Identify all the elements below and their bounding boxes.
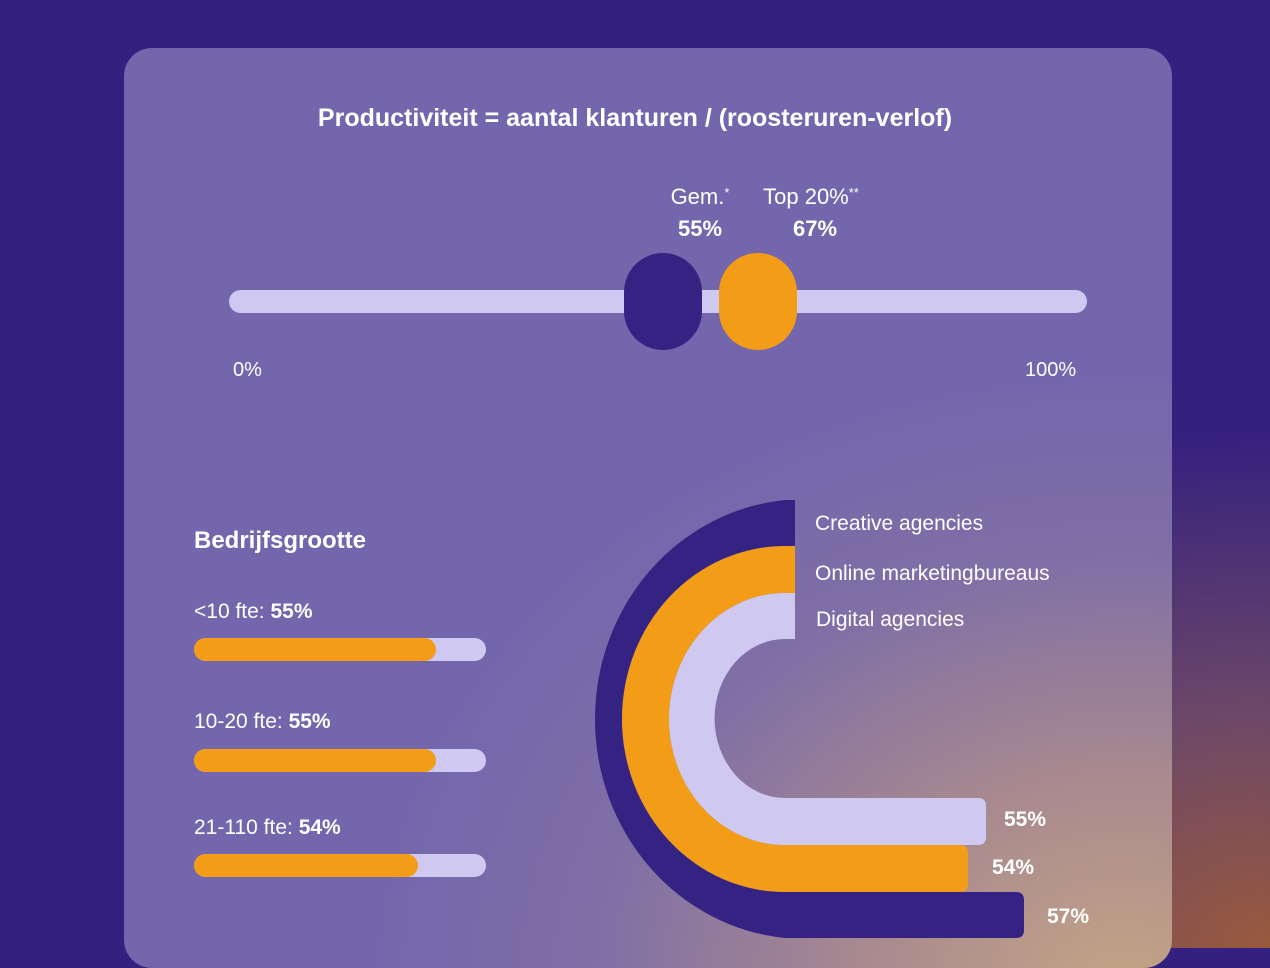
value-creative-agencies: 57% — [1047, 905, 1090, 928]
marker-average-label: Gem.* — [670, 184, 730, 209]
size-bar-label: 21-110 fte: 54% — [194, 816, 341, 839]
legend-creative-agencies: Creative agencies — [815, 512, 984, 535]
value-digital-agencies: 55% — [1004, 808, 1047, 831]
size-bar-fill — [194, 638, 436, 661]
size-bar-track — [194, 749, 486, 772]
legend-online-marketingbureaus: Online marketingbureaus — [815, 562, 1050, 585]
radial-bar-digital-agencies — [669, 593, 986, 845]
legend-digital-agencies: Digital agencies — [816, 608, 965, 631]
radial-bar-online-marketingbureaus — [622, 546, 968, 892]
size-bar-label: 10-20 fte: 55% — [194, 710, 331, 733]
marker-average-value: 55% — [677, 216, 723, 241]
gauge-min-label: 0% — [233, 359, 262, 381]
productivity-formula-title: Productiviteit = aantal klanturen / (roo… — [317, 104, 953, 132]
agency-type-radial-chart — [595, 500, 1024, 938]
marker-average-pill — [624, 253, 703, 350]
size-bar-label: <10 fte: 55% — [194, 600, 313, 623]
infographic-card — [124, 48, 1172, 968]
marker-top20-label: Top 20%** — [763, 184, 859, 209]
company-size-title: Bedrijfsgrootte — [194, 527, 367, 554]
size-bar-track — [194, 638, 486, 661]
value-online-marketingbureaus: 54% — [992, 856, 1035, 879]
radial-bar-creative-agencies — [595, 500, 1024, 938]
marker-top20-value: 67% — [792, 216, 838, 241]
size-bar-fill — [194, 749, 436, 772]
gauge-max-label: 100% — [1025, 359, 1077, 381]
size-bar-track — [194, 854, 486, 877]
marker-top20-pill — [718, 253, 797, 350]
size-bar-fill — [194, 854, 418, 877]
